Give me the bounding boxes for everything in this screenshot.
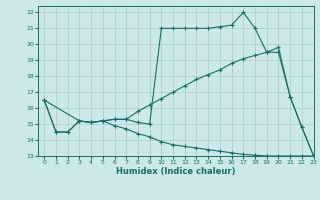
- X-axis label: Humidex (Indice chaleur): Humidex (Indice chaleur): [116, 167, 236, 176]
